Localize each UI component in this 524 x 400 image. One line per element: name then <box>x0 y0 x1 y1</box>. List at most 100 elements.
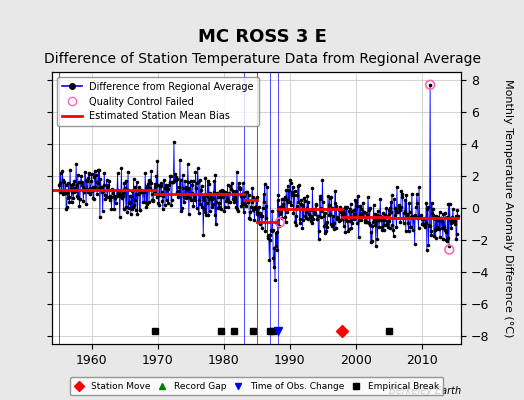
Point <box>248 185 256 191</box>
Point <box>280 194 289 200</box>
Point <box>418 221 427 228</box>
Point <box>263 184 271 190</box>
Point <box>163 185 172 192</box>
Point <box>418 216 426 222</box>
Point <box>410 214 418 220</box>
Point <box>207 194 215 200</box>
Point <box>438 218 446 224</box>
Point <box>348 220 357 226</box>
Point <box>354 234 363 240</box>
Point <box>397 204 405 210</box>
Point <box>237 192 245 199</box>
Point <box>176 157 184 164</box>
Point <box>446 217 454 223</box>
Point <box>107 193 115 200</box>
Point <box>292 222 300 229</box>
Point <box>274 191 282 198</box>
Point <box>63 190 71 196</box>
Point <box>301 213 309 220</box>
Legend: Station Move, Record Gap, Time of Obs. Change, Empirical Break: Station Move, Record Gap, Time of Obs. C… <box>70 378 443 396</box>
Point <box>436 215 445 221</box>
Point <box>221 188 230 195</box>
Point <box>138 188 147 194</box>
Point <box>99 208 107 214</box>
Point <box>377 217 385 224</box>
Point <box>430 226 439 233</box>
Point <box>300 194 308 201</box>
Point <box>170 178 179 184</box>
Point <box>138 189 146 196</box>
Point <box>397 188 406 195</box>
Point <box>128 206 136 212</box>
Point <box>445 246 453 253</box>
Point <box>368 222 377 229</box>
Point <box>110 206 118 212</box>
Point <box>402 210 411 217</box>
Point <box>140 188 148 194</box>
Point <box>400 210 408 217</box>
Point <box>278 215 287 221</box>
Point <box>389 227 397 233</box>
Point <box>389 232 398 239</box>
Point <box>367 229 376 235</box>
Point <box>190 195 199 201</box>
Point <box>425 222 433 229</box>
Point <box>235 184 243 190</box>
Point <box>239 193 248 199</box>
Point <box>253 209 261 215</box>
Point <box>112 200 120 206</box>
Point <box>342 217 351 224</box>
Point <box>203 193 211 200</box>
Point <box>281 218 290 225</box>
Point <box>169 179 178 185</box>
Y-axis label: Monthly Temperature Anomaly Difference (°C): Monthly Temperature Anomaly Difference (… <box>503 79 513 337</box>
Point <box>181 195 190 201</box>
Point <box>127 193 136 199</box>
Point <box>377 216 386 223</box>
Point <box>161 202 169 208</box>
Point <box>88 187 96 194</box>
Point <box>312 201 321 207</box>
Point <box>295 182 303 188</box>
Point <box>161 185 170 191</box>
Point <box>214 200 223 206</box>
Point <box>310 206 318 212</box>
Point <box>401 228 410 234</box>
Point <box>398 194 406 200</box>
Point <box>235 186 244 192</box>
Point <box>388 192 396 199</box>
Point <box>330 220 338 226</box>
Point <box>146 184 155 191</box>
Point <box>273 247 281 254</box>
Point <box>311 211 319 218</box>
Point <box>217 206 226 212</box>
Point <box>372 243 380 249</box>
Point <box>221 204 229 210</box>
Point <box>76 196 84 202</box>
Point <box>319 213 328 220</box>
Point <box>310 210 319 216</box>
Point <box>414 215 422 222</box>
Point <box>73 193 81 200</box>
Point <box>353 220 361 226</box>
Point <box>427 228 435 234</box>
Point <box>336 204 344 210</box>
Point <box>420 222 428 228</box>
Point <box>367 239 375 246</box>
Point <box>426 82 434 88</box>
Point <box>218 187 226 193</box>
Point <box>436 234 444 240</box>
Point <box>444 234 452 241</box>
Point <box>102 192 110 199</box>
Point <box>383 220 391 227</box>
Point <box>188 182 196 188</box>
Point <box>201 174 210 181</box>
Point <box>231 196 239 203</box>
Point <box>213 194 222 200</box>
Point <box>188 189 196 196</box>
Point <box>140 199 149 206</box>
Point <box>333 216 341 222</box>
Point <box>116 192 125 199</box>
Point <box>299 216 308 223</box>
Point <box>72 182 81 188</box>
